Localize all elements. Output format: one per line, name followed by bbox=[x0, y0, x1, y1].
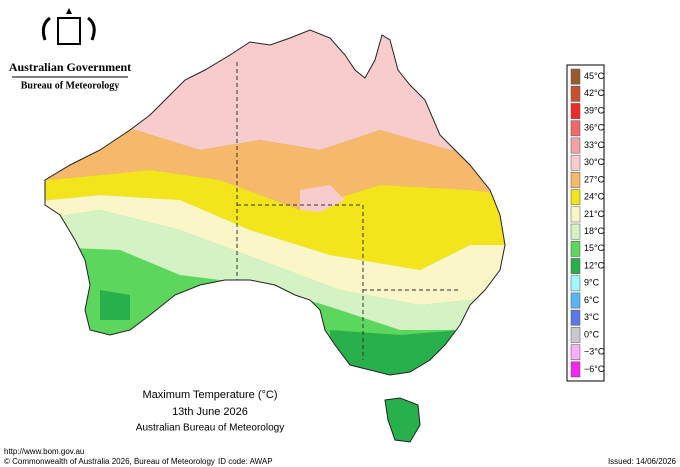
legend-label: 6°C bbox=[584, 295, 600, 305]
legend-swatch bbox=[570, 258, 581, 274]
legend-label: 42°C bbox=[584, 88, 605, 98]
footer-copyright: © Commonwealth of Australia 2026, Bureau… bbox=[4, 457, 215, 466]
legend-swatch bbox=[570, 137, 581, 154]
legend-swatch bbox=[570, 309, 581, 326]
legend-label: 3°C bbox=[584, 312, 600, 322]
caption-source: Australian Bureau of Meteorology bbox=[136, 423, 284, 434]
legend-label: 27°C bbox=[584, 174, 605, 184]
legend-label: −6°C bbox=[584, 364, 605, 374]
legend-label: 36°C bbox=[584, 123, 605, 133]
legend-swatch bbox=[570, 154, 581, 171]
legend-label: 18°C bbox=[584, 226, 605, 236]
legend-swatch bbox=[570, 85, 581, 102]
legend-label: −3°C bbox=[584, 347, 605, 357]
legend-swatch bbox=[570, 292, 581, 309]
legend-swatch bbox=[570, 120, 581, 137]
coat-of-arms bbox=[41, 8, 96, 45]
footer-id: ID code: AWAP bbox=[218, 457, 273, 466]
legend-label: 21°C bbox=[584, 209, 605, 219]
legend-label: 30°C bbox=[584, 157, 605, 167]
footer-url[interactable]: http://www.bom.gov.au bbox=[4, 447, 84, 456]
coastline bbox=[44, 29, 506, 443]
legend-label: 39°C bbox=[584, 105, 605, 115]
legend-swatch bbox=[570, 189, 581, 206]
legend-swatch bbox=[570, 275, 581, 292]
legend-swatch bbox=[570, 240, 581, 257]
legend-label: 12°C bbox=[584, 260, 605, 270]
legend-swatch bbox=[570, 103, 581, 119]
gov-title: Australian Government bbox=[9, 60, 131, 74]
legend-label: 0°C bbox=[584, 329, 600, 339]
legend-label: 45°C bbox=[584, 71, 605, 81]
legend-label: 15°C bbox=[584, 243, 605, 253]
state-borders bbox=[236, 62, 460, 360]
legend-swatch bbox=[570, 361, 581, 378]
legend-swatch bbox=[570, 344, 581, 361]
legend-swatch bbox=[570, 206, 581, 223]
legend-swatch bbox=[570, 172, 581, 188]
footer-issued: Issued: 14/06/2026 bbox=[608, 457, 677, 466]
caption-title: Maximum Temperature (°C) bbox=[142, 389, 277, 401]
legend-label: 24°C bbox=[584, 192, 605, 202]
bom-title: Bureau of Meteorology bbox=[21, 80, 120, 91]
legend-swatch bbox=[570, 327, 581, 343]
legend-label: 33°C bbox=[584, 140, 605, 150]
caption-date: 13th June 2026 bbox=[172, 406, 248, 418]
legend-label: 9°C bbox=[584, 278, 600, 288]
legend: 45°C 42°C 39°C 36°C 33°C 30°C 27°C 24°C 21°C 18°C… bbox=[566, 64, 605, 382]
legend-swatch bbox=[570, 223, 581, 240]
legend-swatch bbox=[570, 68, 581, 85]
